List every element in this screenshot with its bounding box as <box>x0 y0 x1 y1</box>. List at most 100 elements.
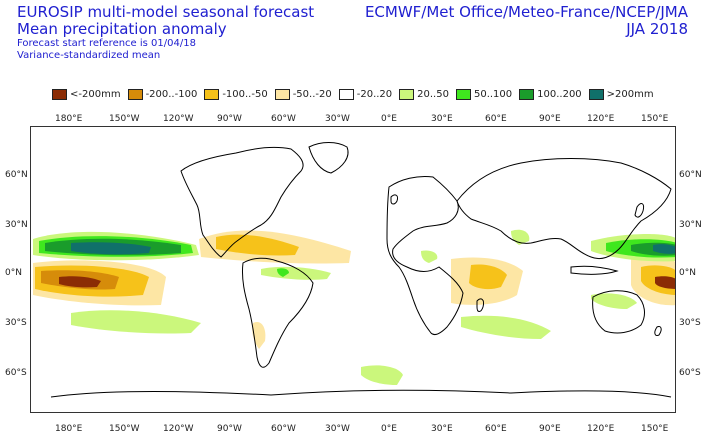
map-variable: Mean precipitation anomaly <box>17 20 227 38</box>
anomaly-shading <box>33 229 675 385</box>
indonesia-outline <box>570 265 619 275</box>
lat-tick-right: 60°N <box>679 170 702 180</box>
lon-tick-top: 120°W <box>163 114 194 124</box>
anomaly-map: 180°E 150°W 120°W 90°W 60°W 30°W 0°E 30°… <box>30 126 676 413</box>
legend-swatch <box>274 89 290 100</box>
lon-tick-bottom: 60°W <box>271 424 296 434</box>
lat-tick-right: 0°N <box>679 268 696 278</box>
dry-anomaly-patch <box>655 276 675 289</box>
dry-anomaly-patch <box>59 276 101 288</box>
legend-item: 100..200 <box>519 89 582 100</box>
wet-anomaly-patch <box>653 244 675 254</box>
legend-item: -50..-20 <box>274 89 332 100</box>
lon-tick-bottom: 120°W <box>163 424 194 434</box>
lon-tick-bottom: 60°E <box>485 424 507 434</box>
lat-tick-right: 30°S <box>679 318 701 328</box>
legend-item: 50..100 <box>455 89 513 100</box>
legend-swatch <box>455 89 471 100</box>
legend-item: -200..-100 <box>127 89 198 100</box>
legend-item: 20..50 <box>399 89 449 100</box>
color-legend: <-200mm -200..-100 -100..-50 -50..-20 -2… <box>52 89 661 100</box>
tick-labels-bottom: 180°E 150°W 120°W 90°W 60°W 30°W 0°E 30°… <box>0 424 706 436</box>
season-label: JJA 2018 <box>626 20 688 38</box>
lat-tick-right: 60°S <box>679 368 701 378</box>
method-note: Variance-standardized mean <box>17 50 161 61</box>
legend-swatch <box>127 89 143 100</box>
legend-swatch <box>519 89 535 100</box>
tick-labels-top: 180°E 150°W 120°W 90°W 60°W 30°W 0°E 30°… <box>0 114 706 126</box>
lon-tick-top: 150°E <box>641 114 669 124</box>
antarctica-outline <box>50 389 672 398</box>
legend-label: -100..-50 <box>222 89 268 100</box>
australia-outline <box>592 290 645 334</box>
lon-tick-bottom: 30°W <box>325 424 350 434</box>
centres-label: ECMWF/Met Office/Meteo-France/NCEP/JMA <box>364 3 688 21</box>
lon-tick-bottom: 0°E <box>381 424 397 434</box>
lon-tick-top: 90°W <box>217 114 242 124</box>
tick-labels-left: 60°N 30°N 0°N 30°S 60°S <box>5 0 30 439</box>
dry-anomaly-patch <box>216 234 299 256</box>
legend-swatch <box>204 89 220 100</box>
lon-tick-bottom: 150°E <box>641 424 669 434</box>
map-canvas <box>33 142 675 398</box>
lat-tick-left: 30°S <box>5 318 27 328</box>
lat-tick-left: 0°N <box>5 268 22 278</box>
south-america-outline <box>242 257 314 368</box>
lon-tick-top: 60°W <box>271 114 296 124</box>
lat-tick-right: 30°N <box>679 220 702 230</box>
legend-label: -20..20 <box>356 89 393 100</box>
legend-item: -100..-50 <box>204 89 268 100</box>
legend-item: >200mm <box>588 89 654 100</box>
legend-swatch <box>338 89 354 100</box>
lon-tick-top: 30°W <box>325 114 350 124</box>
legend-label: 50..100 <box>473 89 513 100</box>
lon-tick-top: 180°E <box>55 114 83 124</box>
legend-label: 100..200 <box>537 89 582 100</box>
europe-africa-outline <box>386 176 464 336</box>
legend-item: -20..20 <box>338 89 393 100</box>
lon-tick-top: 30°E <box>431 114 453 124</box>
lon-tick-top: 90°E <box>539 114 561 124</box>
wet-anomaly-patch <box>71 242 151 255</box>
tick-labels-right: 60°N 30°N 0°N 30°S 60°S <box>679 0 706 439</box>
madagascar-outline <box>476 298 484 312</box>
legend-label: <-200mm <box>70 89 121 100</box>
wet-anomaly-patch <box>421 250 438 263</box>
title-block: EUROSIP multi-model seasonal forecast Me… <box>17 4 314 62</box>
wet-anomaly-patch <box>261 266 331 280</box>
wet-anomaly-patch <box>461 315 551 339</box>
legend-label: 20..50 <box>417 89 449 100</box>
lat-tick-left: 30°N <box>5 220 28 230</box>
lon-tick-bottom: 30°E <box>431 424 453 434</box>
lat-tick-left: 60°S <box>5 368 27 378</box>
japan-outline <box>634 203 644 218</box>
lon-tick-bottom: 90°E <box>539 424 561 434</box>
lon-tick-top: 150°W <box>109 114 140 124</box>
lat-tick-left: 60°N <box>5 170 28 180</box>
uk-outline <box>390 194 398 205</box>
legend-label: >200mm <box>606 89 654 100</box>
new-zealand-outline <box>654 326 662 336</box>
wet-anomaly-patch <box>591 293 637 309</box>
wet-anomaly-patch <box>71 310 201 334</box>
legend-swatch <box>588 89 604 100</box>
wet-anomaly-patch <box>277 268 289 277</box>
lon-tick-bottom: 90°W <box>217 424 242 434</box>
lon-tick-top: 60°E <box>485 114 507 124</box>
map-title: EUROSIP multi-model seasonal forecast <box>17 3 315 21</box>
lon-tick-bottom: 150°W <box>109 424 140 434</box>
lon-tick-top: 0°E <box>381 114 397 124</box>
wet-anomaly-patch <box>361 365 403 385</box>
dry-anomaly-patch <box>469 264 507 290</box>
forecast-start: Forecast start reference is 01/04/18 <box>17 38 196 49</box>
legend-label: -50..-20 <box>292 89 332 100</box>
legend-label: -200..-100 <box>145 89 198 100</box>
lon-tick-bottom: 180°E <box>55 424 83 434</box>
asia-outline <box>456 158 672 260</box>
north-america-outline <box>180 146 304 258</box>
lon-tick-bottom: 120°E <box>587 424 615 434</box>
lon-tick-top: 120°E <box>587 114 615 124</box>
continent-outlines <box>50 142 672 398</box>
greenland-outline <box>308 142 349 174</box>
legend-item: <-200mm <box>52 89 121 100</box>
